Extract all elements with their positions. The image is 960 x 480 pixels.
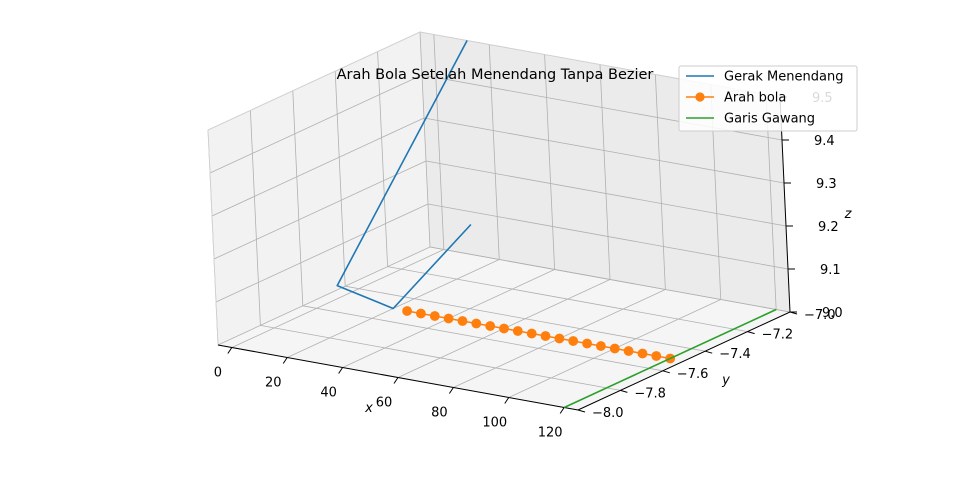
y-axis-line <box>577 311 791 411</box>
series-point-arah-bola <box>540 331 551 341</box>
pane-left <box>208 32 430 345</box>
y-tick-label: −7.4 <box>719 347 751 362</box>
grid-x-back <box>599 64 611 280</box>
series-point-arah-bola <box>499 323 509 334</box>
series-line-garis-gawang <box>563 308 777 409</box>
y-tick <box>705 350 713 354</box>
grid-y-left <box>334 71 346 287</box>
legend-label: Garis Gawang <box>724 112 815 127</box>
x-tick <box>282 357 288 364</box>
grid-z-left <box>217 246 431 346</box>
x-axis-label: x <box>364 401 373 416</box>
series-point-arah-bola <box>429 311 440 321</box>
z-axis-label: z <box>844 207 853 222</box>
grid-x-back <box>544 54 556 270</box>
series-point-arah-bola <box>582 338 592 349</box>
series-point-arah-bola <box>637 348 648 359</box>
pane-edge <box>207 31 421 131</box>
legend-frame <box>678 65 858 132</box>
series-point-arah-bola <box>568 336 579 346</box>
x-tick-label: 0 <box>214 366 222 381</box>
x-tick-label: 40 <box>320 386 337 401</box>
legend: Gerak Menendang Arah bola Garis Gawang <box>678 65 858 132</box>
grid-x-back <box>654 74 666 290</box>
series-point-arah-bola <box>512 326 523 336</box>
grid-z-left <box>209 74 423 174</box>
x-tick-label: 20 <box>265 376 282 391</box>
x-tick <box>504 397 510 404</box>
series-point-arah-bola <box>609 343 620 354</box>
series-point-arah-bola <box>415 308 426 319</box>
x-tick-label: 80 <box>431 406 448 421</box>
grid-z-back <box>427 203 789 270</box>
legend-entry: Garis Gawang <box>686 112 815 127</box>
y-tick-label: −8.0 <box>592 406 624 421</box>
y-axis-label: y <box>721 373 730 388</box>
grid-y-left <box>377 51 388 267</box>
series-point-arah-bola <box>554 333 565 344</box>
legend-entry: Arah bola <box>686 91 786 106</box>
series-point-arah-bola <box>457 316 468 326</box>
series-point-arah-bola <box>443 313 454 324</box>
series-point-arah-bola <box>485 321 496 331</box>
grid-x-floor <box>231 249 445 348</box>
grid-y-left <box>292 90 304 306</box>
grid-y-left <box>419 31 431 248</box>
y-tick-label: −7.0 <box>804 308 836 323</box>
y-tick-label: −7.8 <box>634 386 666 401</box>
z-tick-label: 9.0 <box>822 306 843 321</box>
grid-z-back <box>425 160 787 227</box>
legend-label: Arah bola <box>724 91 786 106</box>
grid-z-back <box>429 246 791 313</box>
series-point-arah-bola <box>526 328 537 339</box>
z-tick-label: 9.3 <box>816 177 837 192</box>
grid-y-floor <box>302 305 663 372</box>
grid-x-back <box>488 44 500 260</box>
grid-z-left <box>211 117 425 217</box>
pane-edge <box>207 129 219 346</box>
legend-entry: Gerak Menendang <box>686 70 843 85</box>
y-tick-label: −7.2 <box>762 328 794 343</box>
grid-z-left <box>213 160 427 260</box>
series-point-arah-bola <box>623 346 634 356</box>
legend-label: Gerak Menendang <box>724 70 843 85</box>
x-tick <box>393 377 399 384</box>
x-tick <box>227 347 233 354</box>
x-tick <box>448 387 454 394</box>
z-axis-line <box>779 96 791 313</box>
legend-swatch-marker <box>695 92 705 102</box>
grid-x-back <box>433 34 445 250</box>
grid-y-floor <box>345 285 706 352</box>
grid-y-floor <box>387 266 748 332</box>
series-point-arah-bola <box>596 341 606 351</box>
series-line-gerak-menendang <box>336 40 472 310</box>
series-point-arah-bola <box>471 318 482 329</box>
x-tick-label: 120 <box>538 426 563 441</box>
grid-z-left <box>215 203 429 303</box>
x-tick <box>338 367 344 374</box>
x-tick-label: 100 <box>482 416 507 431</box>
series-layer <box>336 40 777 409</box>
chart-title: Arah Bola Setelah Menendang Tanpa Bezier <box>337 67 654 83</box>
z-tick-label: 9.2 <box>818 220 839 235</box>
grid-y-floor <box>260 325 621 391</box>
y-tick <box>747 331 755 335</box>
y-tick <box>577 409 586 413</box>
y-tick-label: −7.6 <box>677 367 709 382</box>
grid-z-back <box>423 117 785 184</box>
x-tick-label: 60 <box>376 396 393 411</box>
y-tick <box>620 389 628 393</box>
series-point-arah-bola <box>651 351 662 361</box>
z-tick-label: 9.1 <box>820 263 841 278</box>
y-tick <box>662 370 670 374</box>
z-tick-label: 9.4 <box>814 134 835 149</box>
grid-y-left <box>250 110 261 326</box>
series-point-arah-bola <box>402 306 412 316</box>
x-tick <box>559 407 565 414</box>
